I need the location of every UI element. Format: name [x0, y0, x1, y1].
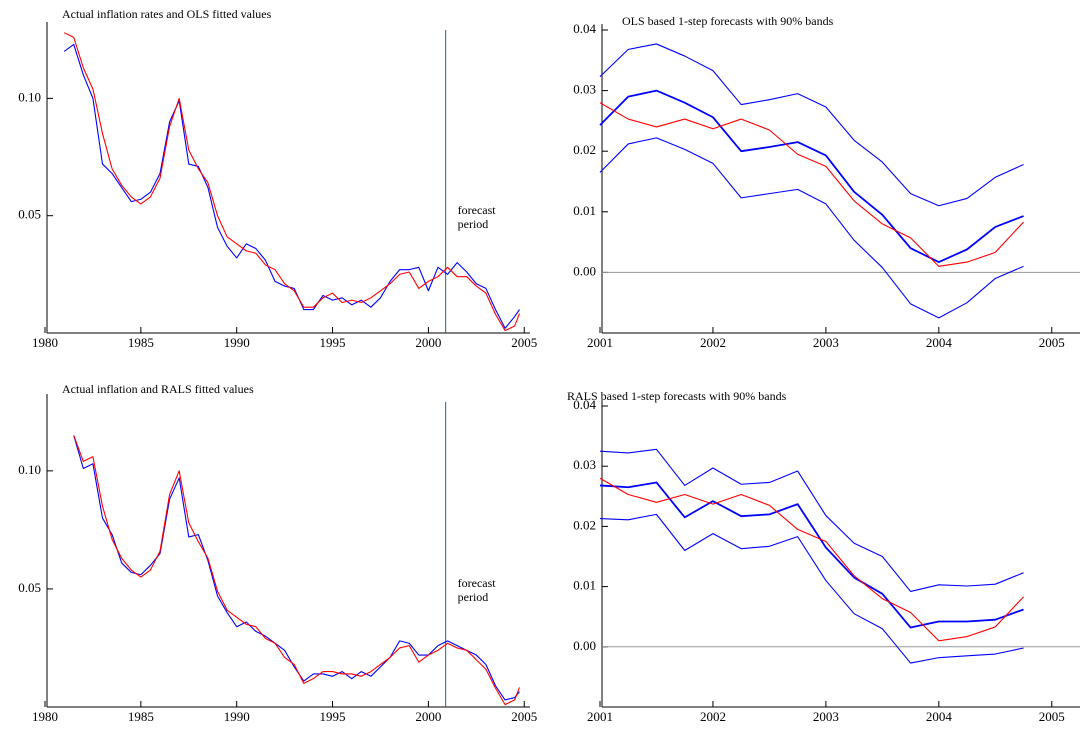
y-tick-label: 0.04 — [573, 21, 596, 36]
series-line — [63, 43, 520, 329]
series-line — [599, 513, 1024, 664]
y-tick-label: 0.05 — [18, 580, 41, 595]
x-tick-label: 1995 — [320, 709, 346, 724]
series-line — [599, 137, 1024, 319]
y-tick-label: 0.05 — [18, 207, 41, 222]
chart-panel: Actual inflation and RALS fitted values 0… — [18, 382, 537, 724]
x-tick-label: 2003 — [813, 335, 839, 350]
x-tick-label: 2002 — [700, 709, 726, 724]
chart-panel: Actual inflation rates and OLS fitted va… — [18, 7, 537, 350]
y-tick-label: 0.04 — [573, 397, 596, 412]
x-tick-label: 2004 — [926, 709, 953, 724]
y-tick-label: 0.10 — [18, 89, 41, 104]
annotation: period — [458, 590, 489, 604]
x-tick-label: 1995 — [320, 335, 346, 350]
x-tick-label: 1985 — [128, 709, 154, 724]
annotation: period — [458, 217, 489, 231]
y-tick-label: 0.02 — [573, 517, 596, 532]
x-tick-label: 2005 — [1039, 335, 1065, 350]
series-line — [599, 477, 1024, 642]
x-tick-label: 2005 — [511, 709, 537, 724]
chart-title: OLS based 1-step forecasts with 90% band… — [622, 14, 834, 28]
x-tick-label: 1990 — [224, 709, 250, 724]
y-tick-label: 0.10 — [18, 462, 41, 477]
series-line — [599, 102, 1024, 267]
series-line — [599, 89, 1024, 263]
x-tick-label: 2004 — [926, 335, 953, 350]
x-tick-label: 1985 — [128, 335, 154, 350]
x-tick-label: 2002 — [700, 335, 726, 350]
series-line — [63, 32, 520, 332]
chart-title: RALS based 1-step forecasts with 90% ban… — [567, 389, 787, 403]
series-line — [73, 435, 520, 701]
chart-title: Actual inflation and RALS fitted values — [62, 382, 254, 396]
chart-panel: RALS based 1-step forecasts with 90% ban… — [567, 389, 1080, 724]
annotation: forecast — [458, 576, 497, 590]
series-line — [73, 435, 520, 706]
chart-title: Actual inflation rates and OLS fitted va… — [62, 7, 272, 21]
y-tick-label: 0.02 — [573, 142, 596, 157]
y-tick-label: 0.01 — [573, 578, 596, 593]
x-tick-label: 1980 — [32, 709, 58, 724]
x-tick-label: 2005 — [1039, 709, 1065, 724]
y-tick-label: 0.00 — [573, 638, 596, 653]
chart-panel: OLS based 1-step forecasts with 90% band… — [573, 14, 1080, 350]
x-tick-label: 2001 — [587, 335, 613, 350]
annotation: forecast — [458, 203, 497, 217]
y-tick-label: 0.03 — [573, 457, 596, 472]
y-tick-label: 0.01 — [573, 203, 596, 218]
y-tick-label: 0.00 — [573, 263, 596, 278]
x-tick-label: 2001 — [587, 709, 613, 724]
series-line — [599, 448, 1024, 592]
x-tick-label: 2000 — [415, 335, 441, 350]
x-tick-label: 2005 — [511, 335, 537, 350]
x-tick-label: 2000 — [415, 709, 441, 724]
x-tick-label: 2003 — [813, 709, 839, 724]
x-tick-label: 1980 — [32, 335, 58, 350]
y-tick-label: 0.03 — [573, 82, 596, 97]
series-line — [599, 481, 1024, 629]
x-tick-label: 1990 — [224, 335, 250, 350]
series-line — [599, 43, 1024, 207]
